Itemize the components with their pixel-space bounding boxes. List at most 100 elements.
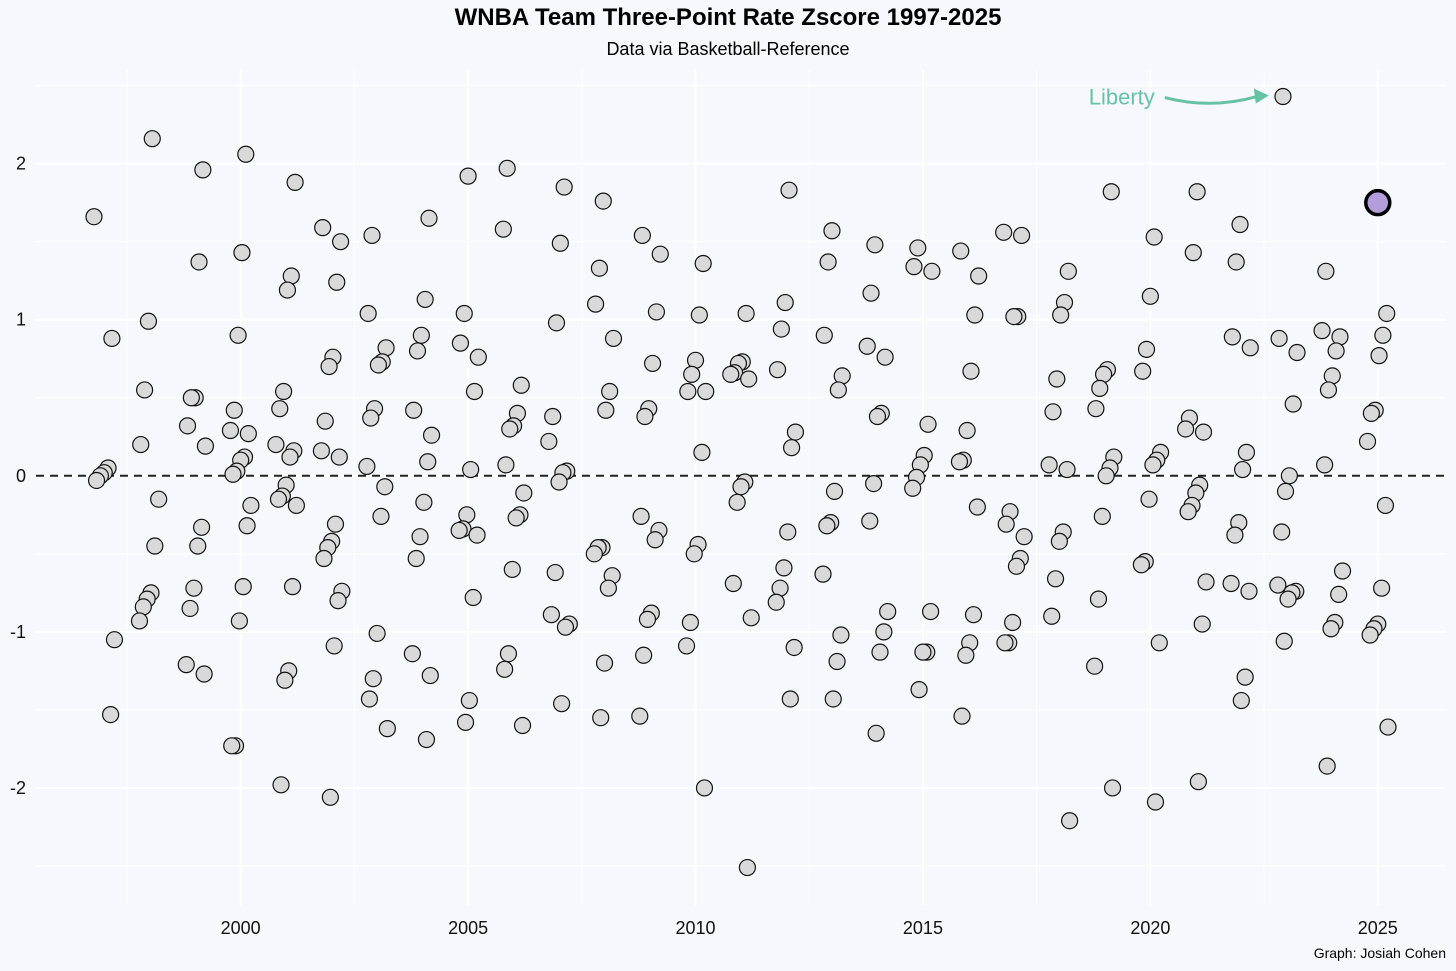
data-point <box>455 304 473 323</box>
data-point <box>1269 576 1287 594</box>
data-point <box>814 565 832 583</box>
data-point <box>651 245 669 263</box>
data-point <box>1046 570 1065 588</box>
data-point <box>866 236 884 254</box>
data-point <box>507 509 525 527</box>
data-point <box>923 262 941 280</box>
data-point <box>1188 183 1206 201</box>
data-point <box>87 471 106 490</box>
data-point <box>462 460 480 479</box>
data-point <box>685 545 703 563</box>
data-point <box>868 407 887 426</box>
data-point <box>422 426 441 444</box>
data-point <box>542 606 560 624</box>
data-point <box>316 412 334 430</box>
data-point <box>181 599 199 618</box>
data-point <box>329 592 347 610</box>
chart-title: WNBA Team Three-Point Rate Zscore 1997-2… <box>454 4 1002 31</box>
data-point <box>1197 573 1215 591</box>
data-point <box>1043 607 1061 625</box>
data-point <box>177 656 195 674</box>
data-point <box>372 507 390 525</box>
data-point <box>1184 244 1202 262</box>
data-point <box>544 407 562 426</box>
data-point <box>1280 467 1298 485</box>
data-point <box>1150 634 1168 652</box>
data-point <box>1232 691 1250 710</box>
data-point <box>996 634 1014 652</box>
data-point <box>190 253 208 271</box>
data-point <box>647 303 666 321</box>
data-point <box>358 457 376 476</box>
data-point <box>786 423 805 441</box>
data-point <box>595 654 614 672</box>
data-point <box>1323 367 1341 385</box>
data-point <box>234 578 252 596</box>
data-point <box>1236 668 1254 686</box>
data-point <box>767 593 785 611</box>
data-point <box>415 493 433 511</box>
data-point <box>910 681 928 699</box>
data-point <box>239 425 257 443</box>
data-point <box>922 602 940 621</box>
data-point <box>378 720 396 738</box>
annotation-arrowhead <box>1253 88 1269 104</box>
data-point <box>601 382 619 401</box>
chart-subtitle: Data via Basketball-Reference <box>606 39 850 59</box>
data-point <box>364 670 382 688</box>
data-point <box>464 588 482 607</box>
data-point <box>1331 328 1349 346</box>
data-point <box>376 478 394 496</box>
data-point <box>224 465 242 483</box>
data-point <box>953 707 971 725</box>
data-point <box>242 496 260 515</box>
data-point <box>815 326 833 344</box>
data-point <box>1317 262 1335 280</box>
data-point <box>105 631 124 649</box>
data-point <box>420 209 438 227</box>
data-point <box>632 507 650 525</box>
data-point <box>468 526 486 544</box>
data-point <box>498 159 516 177</box>
data-point <box>828 652 846 671</box>
data-point <box>278 281 297 299</box>
data-point <box>189 537 207 555</box>
data-point <box>966 306 984 324</box>
data-point <box>1222 574 1240 593</box>
data-point <box>540 432 558 451</box>
data-point <box>1333 562 1352 580</box>
data-point <box>732 478 750 496</box>
data-point <box>904 479 922 497</box>
data-point <box>287 496 305 515</box>
data-point <box>879 602 897 621</box>
data-point <box>693 443 711 461</box>
data-point <box>643 354 662 373</box>
data-point <box>876 348 894 366</box>
data-point <box>1058 460 1076 479</box>
data-point <box>829 381 847 399</box>
data-point <box>1313 322 1331 340</box>
data-point <box>1330 585 1348 604</box>
data-point <box>1226 526 1244 544</box>
data-point <box>686 351 705 369</box>
data-point <box>416 290 434 309</box>
data-point <box>952 242 970 260</box>
data-point <box>465 382 484 401</box>
data-point <box>146 537 164 555</box>
data-point <box>697 382 715 401</box>
data-point <box>858 337 876 355</box>
data-point <box>419 453 437 471</box>
data-point <box>1370 347 1388 365</box>
annotation-label: Liberty <box>1089 85 1155 110</box>
data-point <box>363 226 381 245</box>
data-point <box>970 267 988 285</box>
data-point <box>185 579 203 597</box>
data-point <box>556 618 575 636</box>
data-point <box>1137 340 1156 358</box>
data-point <box>312 442 331 460</box>
data-point <box>780 181 798 199</box>
data-point <box>1373 579 1391 597</box>
data-point <box>1270 329 1288 348</box>
data-point <box>1007 557 1026 575</box>
data-point <box>1234 460 1252 479</box>
